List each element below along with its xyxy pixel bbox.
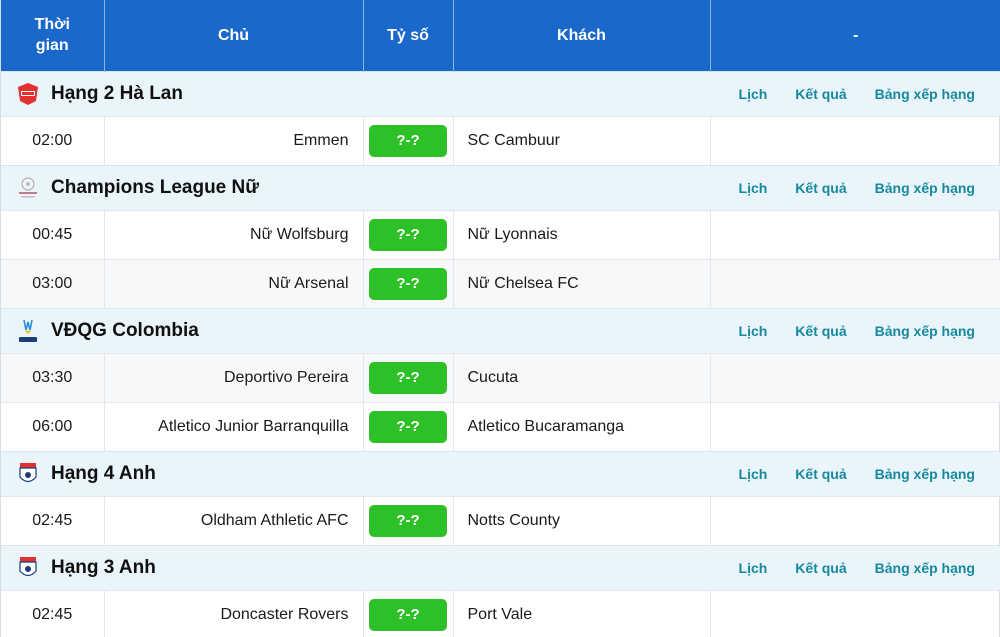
match-time: 03:00 [1, 258, 105, 308]
home-team[interactable]: Deportivo Pereira [104, 352, 364, 402]
match-row[interactable]: 00:45 Nữ Wolfsburg ?-? Nữ Lyonnais [1, 209, 1000, 259]
match-time: 02:45 [1, 495, 105, 545]
match-row[interactable]: 02:45 Oldham Athletic AFC ?-? Notts Coun… [1, 495, 1000, 545]
league-name[interactable]: Hạng 4 Anh [51, 462, 156, 484]
results-link[interactable]: Kết quả [795, 179, 847, 196]
score-button[interactable]: ?-? [369, 504, 447, 537]
league-row: Hạng 4 Anh Lịch Kết quả Bảng xếp hạng [1, 450, 1000, 496]
home-team[interactable]: Oldham Athletic AFC [104, 495, 364, 545]
extra-cell [710, 401, 1000, 451]
home-team[interactable]: Atletico Junior Barranquilla [104, 401, 364, 451]
league-row: Champions League Nữ Lịch Kết quả Bảng xế… [1, 164, 1000, 210]
score-button[interactable]: ?-? [369, 598, 447, 631]
extra-cell [710, 209, 1000, 259]
match-time: 03:30 [1, 352, 105, 402]
standings-link[interactable]: Bảng xếp hạng [874, 85, 975, 102]
table-header: Thời gian Chủ Tỷ số Khách - [1, 0, 1000, 71]
league-row: Hạng 3 Anh Lịch Kết quả Bảng xếp hạng [1, 544, 1000, 590]
schedule-link[interactable]: Lịch [738, 465, 768, 482]
away-team[interactable]: SC Cambuur [453, 115, 711, 165]
results-link[interactable]: Kết quả [795, 322, 847, 339]
extra-cell [710, 352, 1000, 402]
match-row[interactable]: 02:00 Emmen ?-? SC Cambuur [1, 115, 1000, 165]
efl-league-two-logo-icon [15, 461, 41, 487]
col-header-home: Chủ [104, 0, 364, 71]
match-time: 06:00 [1, 401, 105, 451]
betplay-liga-logo-icon [15, 318, 41, 344]
away-team[interactable]: Notts County [453, 495, 711, 545]
schedule-link[interactable]: Lịch [738, 85, 768, 102]
col-header-extra: - [710, 0, 1000, 71]
league-row: VĐQG Colombia Lịch Kết quả Bảng xếp hạng [1, 307, 1000, 353]
home-team[interactable]: Nữ Wolfsburg [104, 209, 364, 259]
eerste-divisie-logo-icon [15, 81, 41, 107]
score-button[interactable]: ?-? [369, 410, 447, 443]
extra-cell [710, 115, 1000, 165]
col-header-time: Thời gian [1, 0, 105, 71]
home-team[interactable]: Doncaster Rovers [104, 589, 364, 637]
match-time: 00:45 [1, 209, 105, 259]
standings-link[interactable]: Bảng xếp hạng [874, 179, 975, 196]
score-button[interactable]: ?-? [369, 267, 447, 300]
schedule-link[interactable]: Lịch [738, 559, 768, 576]
away-team[interactable]: Port Vale [453, 589, 711, 637]
match-row[interactable]: 03:30 Deportivo Pereira ?-? Cucuta [1, 352, 1000, 402]
results-link[interactable]: Kết quả [795, 559, 847, 576]
standings-link[interactable]: Bảng xếp hạng [874, 465, 975, 482]
standings-link[interactable]: Bảng xếp hạng [874, 322, 975, 339]
match-row[interactable]: 06:00 Atletico Junior Barranquilla ?-? A… [1, 401, 1000, 451]
away-team[interactable]: Atletico Bucaramanga [453, 401, 711, 451]
away-team[interactable]: Nữ Chelsea FC [453, 258, 711, 308]
home-team[interactable]: Nữ Arsenal [104, 258, 364, 308]
league-name[interactable]: Hạng 3 Anh [51, 556, 156, 578]
score-button[interactable]: ?-? [369, 124, 447, 157]
match-time: 02:45 [1, 589, 105, 637]
away-team[interactable]: Cucuta [453, 352, 711, 402]
score-button[interactable]: ?-? [369, 361, 447, 394]
col-header-away: Khách [453, 0, 711, 71]
league-row: Hạng 2 Hà Lan Lịch Kết quả Bảng xếp hạng [1, 70, 1000, 116]
score-button[interactable]: ?-? [369, 218, 447, 251]
extra-cell [710, 495, 1000, 545]
match-row[interactable]: 02:45 Doncaster Rovers ?-? Port Vale [1, 589, 1000, 637]
womens-champions-league-logo-icon [15, 175, 41, 201]
extra-cell [710, 258, 1000, 308]
home-team[interactable]: Emmen [104, 115, 364, 165]
match-row[interactable]: 03:00 Nữ Arsenal ?-? Nữ Chelsea FC [1, 258, 1000, 308]
efl-league-one-logo-icon [15, 555, 41, 581]
league-name[interactable]: VĐQG Colombia [51, 319, 199, 341]
standings-link[interactable]: Bảng xếp hạng [874, 559, 975, 576]
results-link[interactable]: Kết quả [795, 465, 847, 482]
col-header-score: Tỷ số [363, 0, 454, 71]
league-name[interactable]: Champions League Nữ [51, 176, 260, 198]
extra-cell [710, 589, 1000, 637]
match-time: 02:00 [1, 115, 105, 165]
schedule-link[interactable]: Lịch [738, 179, 768, 196]
results-link[interactable]: Kết quả [795, 85, 847, 102]
schedule-link[interactable]: Lịch [738, 322, 768, 339]
away-team[interactable]: Nữ Lyonnais [453, 209, 711, 259]
league-name[interactable]: Hạng 2 Hà Lan [51, 82, 183, 104]
